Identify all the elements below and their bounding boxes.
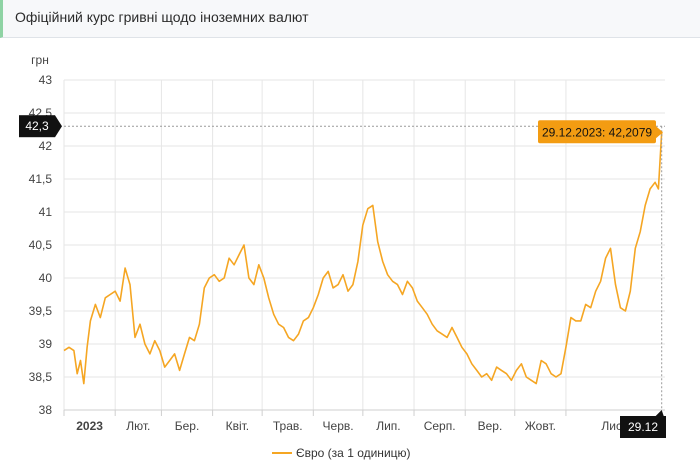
x-tick-label: Бер. bbox=[175, 419, 200, 433]
crosshair-y-badge: 42,3 bbox=[19, 115, 62, 138]
x-tick-label: Черв. bbox=[323, 419, 354, 433]
legend-label[interactable]: Євро (за 1 одиницю) bbox=[296, 446, 411, 460]
crosshair-y-label: 42,3 bbox=[25, 119, 49, 133]
series-line-euro bbox=[63, 132, 663, 385]
x-tick-label: Серп. bbox=[424, 419, 456, 433]
crosshair-x-label: 29.12 bbox=[628, 420, 658, 434]
page-header: Офіційний курс гривні щодо іноземних вал… bbox=[0, 0, 700, 38]
y-tick-label: 41 bbox=[39, 205, 53, 219]
y-tick-label: 41,5 bbox=[29, 172, 53, 186]
crosshair-overlay: 42,3 29.12 29.12.2023: 42,2079 bbox=[19, 115, 666, 438]
data-tooltip: 29.12.2023: 42,2079 bbox=[538, 120, 663, 144]
y-tick-label: 43 bbox=[39, 73, 53, 87]
series-group bbox=[63, 132, 663, 385]
x-tick-label: Лип. bbox=[376, 419, 400, 433]
crosshair-x-badge: 29.12 bbox=[620, 410, 666, 438]
y-tick-label: 42 bbox=[39, 139, 53, 153]
x-tick-label: 2023 bbox=[76, 419, 103, 433]
x-tick-label: Жовт. bbox=[525, 419, 556, 433]
y-tick-label: 38,5 bbox=[29, 370, 53, 384]
x-tick-label: Квіт. bbox=[226, 419, 250, 433]
chart-legend[interactable]: Євро (за 1 одиницю) bbox=[272, 446, 411, 460]
y-tick-label: 38 bbox=[39, 403, 53, 417]
y-tick-label: 40 bbox=[39, 271, 53, 285]
x-tick-label: Вер. bbox=[478, 419, 503, 433]
page-title: Офіційний курс гривні щодо іноземних вал… bbox=[15, 9, 309, 25]
x-tick-label: Трав. bbox=[273, 419, 303, 433]
y-tick-label: 39 bbox=[39, 337, 53, 351]
y-tick-label: 39,5 bbox=[29, 304, 53, 318]
x-axis: 2023 Лют. Бер. Квіт. Трав. Черв. Лип. Серп. Вер.… bbox=[63, 409, 665, 433]
y-axis-title: грн bbox=[31, 53, 49, 67]
tooltip-text: 29.12.2023: 42,2079 bbox=[542, 125, 652, 139]
y-tick-label: 40,5 bbox=[29, 238, 53, 252]
x-tick-label: Лют. bbox=[126, 419, 150, 433]
